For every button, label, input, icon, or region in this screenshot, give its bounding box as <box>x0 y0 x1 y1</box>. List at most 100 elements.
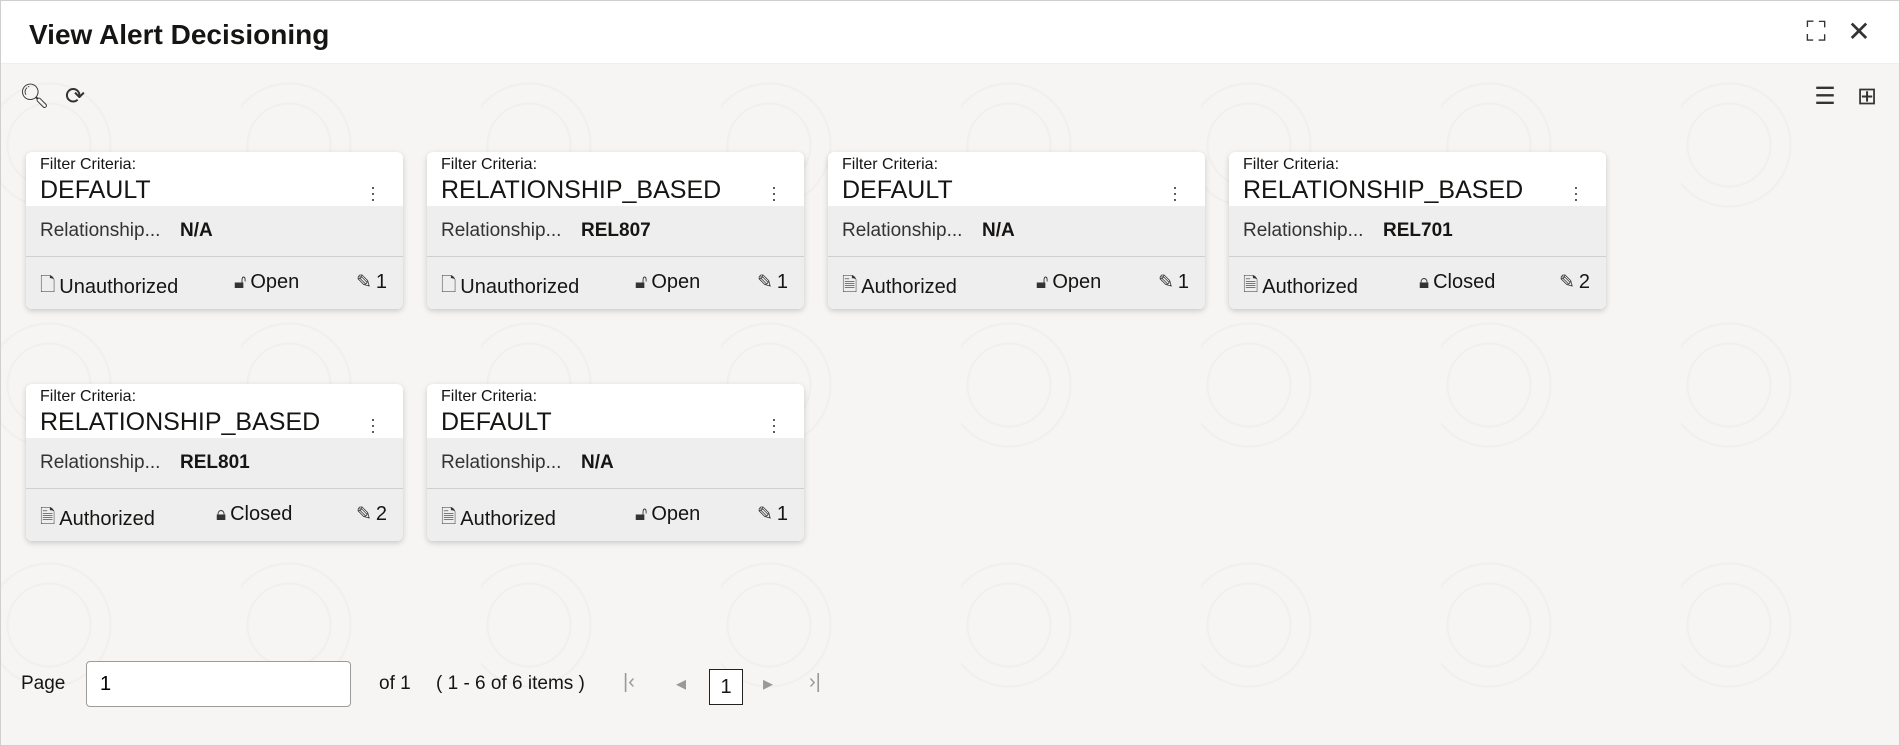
page-input[interactable] <box>86 661 351 707</box>
relationship-row: Relationship... N/A <box>828 206 1205 257</box>
status-row: 🗎︎ Authorized 🔓︎ Open ✎ 1 <box>427 489 804 541</box>
filter-criteria-label: Filter Criteria: <box>40 156 137 173</box>
relationship-label: Relationship... <box>441 220 562 241</box>
relationship-label: Relationship... <box>842 220 963 241</box>
document-icon: 🗎︎ <box>441 507 457 528</box>
relationship-row: Relationship... REL701 <box>1229 206 1606 257</box>
lock-status-text: Open <box>1052 271 1102 293</box>
relationship-value: REL701 <box>1383 220 1453 241</box>
prev-page-icon[interactable]: ◂ <box>676 673 687 695</box>
edit-icon: ✎ <box>356 504 372 525</box>
lock-status: 🔒︎ Closed <box>1419 271 1495 294</box>
relationship-value: REL807 <box>581 220 651 241</box>
lock-icon: 🔓︎ <box>1036 271 1049 293</box>
edit-count[interactable]: ✎ 1 <box>356 271 387 294</box>
list-view-icon[interactable]: ☰ <box>1814 83 1836 110</box>
lock-icon: 🔓︎ <box>635 503 648 525</box>
edit-icon: ✎ <box>1158 272 1174 293</box>
auth-status: 🗎︎ Authorized <box>40 503 155 535</box>
page-label: Page <box>21 673 66 694</box>
relationship-row: Relationship... N/A <box>427 438 804 489</box>
first-page-icon[interactable]: |‹ <box>623 671 635 693</box>
edit-count[interactable]: ✎ 1 <box>757 503 788 526</box>
edit-icon: ✎ <box>757 272 773 293</box>
filter-criteria-label: Filter Criteria: <box>1243 156 1340 173</box>
lock-icon: 🔒︎ <box>216 503 227 525</box>
relationship-label: Relationship... <box>40 452 161 473</box>
document-icon: 🗋︎ <box>40 275 56 296</box>
more-options-icon[interactable]: · · · <box>1573 177 1579 209</box>
page-button-current[interactable]: 1 <box>709 669 743 705</box>
relationship-label: Relationship... <box>40 220 161 241</box>
auth-status-text: Authorized <box>59 507 155 530</box>
lock-status: 🔓︎ Open <box>234 271 299 294</box>
more-options-icon[interactable]: · · · <box>771 177 777 209</box>
auth-status-text: Unauthorized <box>460 275 580 298</box>
relationship-row: Relationship... N/A <box>26 206 403 257</box>
edit-count-text: 1 <box>776 271 789 293</box>
lock-icon: 🔒︎ <box>1419 271 1430 293</box>
edit-count[interactable]: ✎ 2 <box>1559 271 1590 294</box>
document-icon: 🗎︎ <box>1243 275 1259 296</box>
edit-icon: ✎ <box>1559 272 1575 293</box>
status-row: 🗎︎ Authorized 🔓︎ Open ✎ 1 <box>828 257 1205 309</box>
search-icon[interactable]: 🔍︎ <box>19 83 50 110</box>
filter-criteria-value: RELATIONSHIP_BASED <box>40 408 321 436</box>
auth-status-text: Unauthorized <box>59 275 179 298</box>
range-text: ( 1 - 6 of 6 items ) <box>436 673 585 694</box>
alert-card[interactable]: Filter Criteria: RELATIONSHIP_BASED · · · … <box>1229 152 1606 309</box>
relationship-value: N/A <box>180 220 213 241</box>
filter-criteria-label: Filter Criteria: <box>441 388 538 405</box>
document-icon: 🗎︎ <box>40 507 56 528</box>
close-icon[interactable]: ✕ <box>1847 16 1871 47</box>
minimize-icon[interactable]: ⛶ <box>1806 16 1826 47</box>
auth-status: 🗎︎ Authorized <box>441 503 556 535</box>
next-page-icon[interactable]: ▸ <box>763 673 774 695</box>
lock-status-text: Open <box>651 271 701 293</box>
header: View Alert Decisioning ⛶ ✕ <box>1 1 1899 64</box>
auth-status-text: Authorized <box>861 275 957 298</box>
more-options-icon[interactable]: · · · <box>370 409 376 441</box>
more-options-icon[interactable]: · · · <box>370 177 376 209</box>
status-row: 🗎︎ Authorized 🔒︎ Closed ✎ 2 <box>1229 257 1606 309</box>
grid-view-icon[interactable]: ⊞ <box>1856 83 1878 110</box>
filter-criteria-value: DEFAULT <box>40 176 151 204</box>
edit-count-text: 2 <box>1578 271 1591 293</box>
auth-status: 🗋︎ Unauthorized <box>441 271 579 303</box>
more-options-icon[interactable]: · · · <box>771 409 777 441</box>
filter-criteria-value: DEFAULT <box>441 408 552 436</box>
alert-card[interactable]: Filter Criteria: DEFAULT · · · Relationshi… <box>26 152 403 309</box>
relationship-value: N/A <box>982 220 1015 241</box>
alert-card[interactable]: Filter Criteria: DEFAULT · · · Relationshi… <box>828 152 1205 309</box>
auth-status-text: Authorized <box>460 507 556 530</box>
lock-status-text: Open <box>250 271 300 293</box>
status-row: 🗎︎ Authorized 🔒︎ Closed ✎ 2 <box>26 489 403 541</box>
edit-count[interactable]: ✎ 1 <box>757 271 788 294</box>
lock-icon: 🔓︎ <box>635 271 648 293</box>
auth-status-text: Authorized <box>1262 275 1358 298</box>
lock-status-text: Open <box>651 503 701 525</box>
edit-count[interactable]: ✎ 2 <box>356 503 387 526</box>
relationship-row: Relationship... REL807 <box>427 206 804 257</box>
refresh-icon[interactable]: ⟳ <box>64 83 86 110</box>
more-options-icon[interactable]: · · · <box>1172 177 1178 209</box>
document-icon: 🗋︎ <box>441 275 457 296</box>
relationship-label: Relationship... <box>1243 220 1364 241</box>
relationship-row: Relationship... REL801 <box>26 438 403 489</box>
lock-status: 🔓︎ Open <box>635 271 700 294</box>
alert-card[interactable]: Filter Criteria: RELATIONSHIP_BASED · · · … <box>26 384 403 541</box>
last-page-icon[interactable]: ›| <box>809 671 821 693</box>
page-title: View Alert Decisioning <box>29 19 330 50</box>
alert-card[interactable]: Filter Criteria: DEFAULT · · · Relationshi… <box>427 384 804 541</box>
edit-count[interactable]: ✎ 1 <box>1158 271 1189 294</box>
auth-status: 🗋︎ Unauthorized <box>40 271 178 303</box>
alert-card[interactable]: Filter Criteria: RELATIONSHIP_BASED · · · … <box>427 152 804 309</box>
status-row: 🗋︎ Unauthorized 🔓︎ Open ✎ 1 <box>427 257 804 309</box>
lock-status-text: Closed <box>230 503 293 525</box>
edit-icon: ✎ <box>356 272 372 293</box>
document-icon: 🗎︎ <box>842 275 858 296</box>
relationship-value: REL801 <box>180 452 250 473</box>
relationship-label: Relationship... <box>441 452 562 473</box>
auth-status: 🗎︎ Authorized <box>1243 271 1358 303</box>
